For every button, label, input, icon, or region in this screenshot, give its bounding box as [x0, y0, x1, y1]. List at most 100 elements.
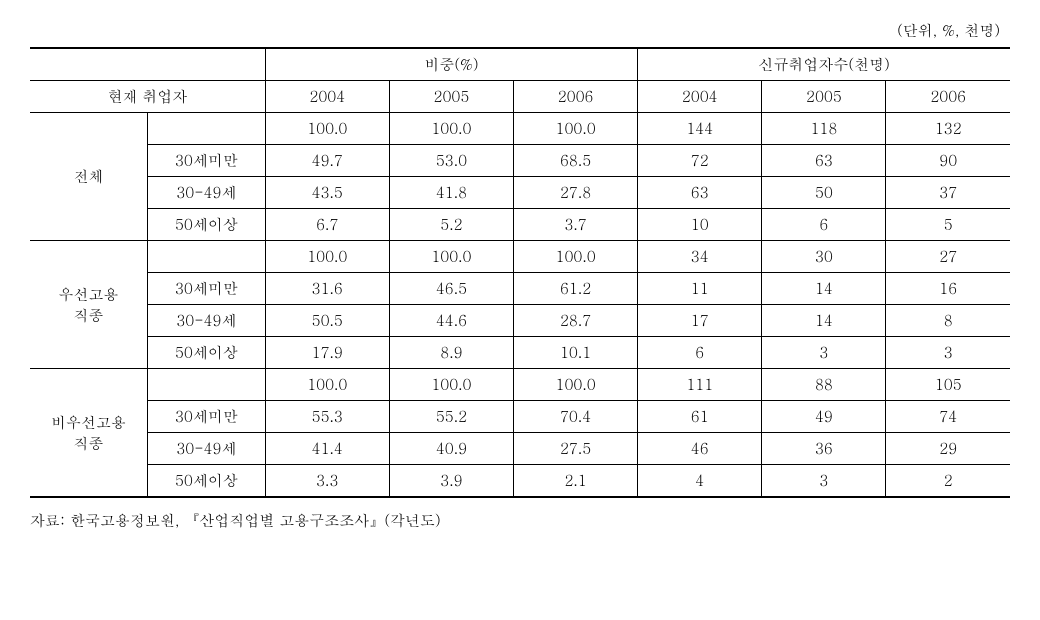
table-row: 전체 100.0 100.0 100.0 144 118 132: [30, 113, 1010, 145]
age-label: 30세미만: [148, 145, 266, 177]
table-row: 30세미만 31.6 46.5 61.2 11 14 16: [30, 273, 1010, 305]
cell: 4: [638, 465, 762, 498]
cell: 14: [762, 305, 886, 337]
cell: 17: [638, 305, 762, 337]
table-row: 30세미만 55.3 55.2 70.4 61 49 74: [30, 401, 1010, 433]
group-name: 비우선고용직종: [30, 369, 148, 498]
cell: 105: [886, 369, 1010, 401]
cell: 3: [762, 465, 886, 498]
cell: 41.8: [389, 177, 513, 209]
age-label: 30세미만: [148, 401, 266, 433]
cell: 3: [762, 337, 886, 369]
cell: 46.5: [389, 273, 513, 305]
cell: 88: [762, 369, 886, 401]
cell: 55.2: [389, 401, 513, 433]
source-note: 자료: 한국고용정보원, 『산업직업별 고용구조조사』(각년도): [30, 510, 1010, 531]
cell: 50.5: [265, 305, 389, 337]
cell: 100.0: [389, 369, 513, 401]
cell: 55.3: [265, 401, 389, 433]
cell: 10.1: [514, 337, 638, 369]
cell: 74: [886, 401, 1010, 433]
cell: 90: [886, 145, 1010, 177]
cell: 2.1: [514, 465, 638, 498]
cell: 31.6: [265, 273, 389, 305]
data-table: 비중(%) 신규취업자수(천명) 현재 취업자 2004 2005 2006 2…: [30, 47, 1010, 498]
cell: 14: [762, 273, 886, 305]
cell: 41.4: [265, 433, 389, 465]
header-year: 2006: [886, 81, 1010, 113]
cell: 17.9: [265, 337, 389, 369]
header-rowlabel: 현재 취업자: [30, 81, 265, 113]
cell: 63: [638, 177, 762, 209]
cell: 16: [886, 273, 1010, 305]
cell: 29: [886, 433, 1010, 465]
header-section-pct: 비중(%): [265, 48, 637, 81]
header-year: 2005: [762, 81, 886, 113]
age-label: 30-49세: [148, 305, 266, 337]
cell: 37: [886, 177, 1010, 209]
cell: 36: [762, 433, 886, 465]
cell: 10: [638, 209, 762, 241]
cell: 50: [762, 177, 886, 209]
age-label: [148, 241, 266, 273]
cell: 5: [886, 209, 1010, 241]
group-name: 우선고용직종: [30, 241, 148, 369]
table-row: 30세미만 49.7 53.0 68.5 72 63 90: [30, 145, 1010, 177]
age-label: 30-49세: [148, 177, 266, 209]
cell: 11: [638, 273, 762, 305]
table-row: 50세이상 6.7 5.2 3.7 10 6 5: [30, 209, 1010, 241]
cell: 46: [638, 433, 762, 465]
cell: 3.3: [265, 465, 389, 498]
cell: 100.0: [514, 113, 638, 145]
unit-label: (단위, %, 천명): [30, 20, 1010, 41]
cell: 2: [886, 465, 1010, 498]
cell: 111: [638, 369, 762, 401]
table-row: 우선고용직종 100.0 100.0 100.0 34 30 27: [30, 241, 1010, 273]
header-year: 2004: [265, 81, 389, 113]
cell: 6: [638, 337, 762, 369]
cell: 49: [762, 401, 886, 433]
table-row: 50세이상 3.3 3.9 2.1 4 3 2: [30, 465, 1010, 498]
cell: 100.0: [265, 369, 389, 401]
cell: 27.5: [514, 433, 638, 465]
header-section-cnt: 신규취업자수(천명): [638, 48, 1010, 81]
cell: 8.9: [389, 337, 513, 369]
table-row: 비우선고용직종 100.0 100.0 100.0 111 88 105: [30, 369, 1010, 401]
group-name: 전체: [30, 113, 148, 241]
age-label: [148, 369, 266, 401]
cell: 43.5: [265, 177, 389, 209]
cell: 61.2: [514, 273, 638, 305]
age-label: 30-49세: [148, 433, 266, 465]
cell: 5.2: [389, 209, 513, 241]
table-row: 50세이상 17.9 8.9 10.1 6 3 3: [30, 337, 1010, 369]
table-row: 30-49세 43.5 41.8 27.8 63 50 37: [30, 177, 1010, 209]
age-label: 50세이상: [148, 465, 266, 498]
cell: 6: [762, 209, 886, 241]
header-year: 2005: [389, 81, 513, 113]
header-year: 2006: [514, 81, 638, 113]
cell: 61: [638, 401, 762, 433]
cell: 44.6: [389, 305, 513, 337]
cell: 53.0: [389, 145, 513, 177]
cell: 68.5: [514, 145, 638, 177]
cell: 3.9: [389, 465, 513, 498]
cell: 6.7: [265, 209, 389, 241]
age-label: 50세이상: [148, 209, 266, 241]
cell: 132: [886, 113, 1010, 145]
cell: 30: [762, 241, 886, 273]
cell: 3: [886, 337, 1010, 369]
cell: 72: [638, 145, 762, 177]
cell: 27: [886, 241, 1010, 273]
age-label: 30세미만: [148, 273, 266, 305]
cell: 63: [762, 145, 886, 177]
cell: 118: [762, 113, 886, 145]
cell: 100.0: [389, 113, 513, 145]
cell: 34: [638, 241, 762, 273]
cell: 100.0: [514, 241, 638, 273]
table-row: 30-49세 50.5 44.6 28.7 17 14 8: [30, 305, 1010, 337]
cell: 100.0: [265, 113, 389, 145]
cell: 100.0: [514, 369, 638, 401]
cell: 40.9: [389, 433, 513, 465]
cell: 3.7: [514, 209, 638, 241]
age-label: [148, 113, 266, 145]
